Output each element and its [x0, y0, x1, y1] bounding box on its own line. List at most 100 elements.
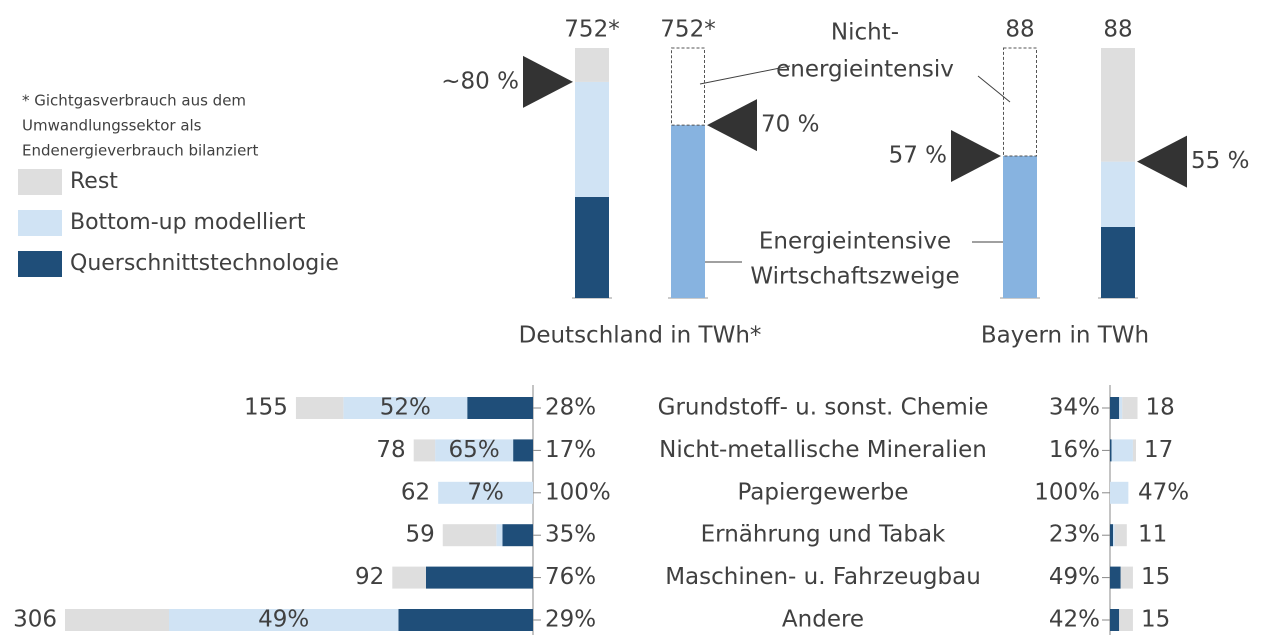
legend-label: Rest [70, 169, 118, 194]
share-label: 49% [1049, 564, 1100, 590]
bar-segment [1114, 524, 1127, 547]
total-label: 752* [660, 17, 715, 43]
total-label: 15 [1141, 564, 1170, 590]
footnote: * Gichtgasverbrauch aus dem [22, 92, 246, 110]
annotation: Energieintensive [759, 229, 951, 255]
share-label: 100% [545, 479, 611, 505]
bar-segment [65, 609, 169, 631]
annotation: Wirtschaftszweige [750, 264, 959, 290]
bar-segment [392, 566, 426, 589]
share-label: 42% [1049, 607, 1100, 633]
bar-segment [1119, 397, 1123, 419]
total-label: 11 [1138, 522, 1167, 548]
annotation: Nicht- [831, 20, 899, 46]
share-arrow [707, 99, 757, 152]
bar-segment [1110, 397, 1120, 419]
share-label: ~80 % [441, 68, 519, 94]
bar-segment [398, 609, 533, 631]
share-label: 100% [1034, 479, 1100, 505]
bar-segment [1101, 161, 1135, 227]
bar-segment [438, 481, 533, 504]
share-label: 52% [380, 395, 431, 421]
bar-segment [467, 397, 533, 419]
total-label: 306 [13, 607, 57, 633]
bar-segment [1101, 48, 1135, 162]
total-label: 62 [401, 479, 430, 505]
bar-segment [1110, 439, 1112, 462]
bar-segment [1119, 609, 1133, 631]
share-label: 16% [1049, 437, 1100, 463]
total-label: 59 [405, 522, 434, 548]
total-label: 88 [1103, 17, 1132, 43]
legend-swatch [18, 169, 62, 195]
bar-segment [496, 524, 503, 547]
share-label: 55 % [1191, 148, 1249, 174]
share-arrow [523, 55, 573, 108]
total-label: 78 [376, 437, 405, 463]
share-label: 65% [449, 437, 500, 463]
share-label: 34% [1049, 395, 1100, 421]
bar-segment [442, 524, 497, 547]
legend-swatch [18, 251, 62, 277]
footnote: Endenergieverbrauch bilanziert [22, 142, 258, 160]
bar-segment [343, 397, 468, 419]
legend-label: Bottom-up modelliert [70, 210, 306, 235]
share-label: 23% [1049, 522, 1100, 548]
share-arrow [951, 129, 1001, 182]
legend-swatch [18, 210, 62, 236]
total-label: 88 [1005, 17, 1034, 43]
total-label: 47% [1138, 479, 1189, 505]
share-label: 28% [545, 395, 596, 421]
bar-segment [435, 439, 514, 462]
total-label: 752* [564, 17, 619, 43]
bar-segment [1110, 609, 1120, 631]
share-label: 70 % [761, 112, 819, 138]
bar-segment [1111, 439, 1133, 462]
bar-segment [575, 81, 609, 197]
share-label: 57 % [889, 142, 947, 168]
bar-segment [502, 524, 533, 547]
share-label: 76% [545, 564, 596, 590]
sector-label: Nicht-metallische Mineralien [659, 437, 987, 463]
share-label: 49% [258, 607, 309, 633]
bar-segment [1122, 397, 1138, 419]
sector-label: Maschinen- u. Fahrzeugbau [665, 564, 981, 590]
legend-label: Querschnittstechnologie [70, 251, 339, 276]
total-label: 17 [1144, 437, 1173, 463]
share-label: 7% [467, 479, 504, 505]
bar-segment [1110, 524, 1114, 547]
bar-segment [413, 439, 436, 462]
bar-segment [671, 47, 705, 126]
annotations: Nicht- energieintensiv Energieintensive … [695, 20, 1011, 290]
footnote: Umwandlungssektor als [22, 117, 202, 135]
sector-label: Andere [782, 607, 864, 633]
annotation: energieintensiv [776, 57, 954, 83]
share-label: 17% [545, 437, 596, 463]
bar-segment [1113, 524, 1115, 547]
leader-line [699, 65, 791, 85]
sector-label: Papiergewerbe [737, 479, 908, 505]
bar-segment [575, 196, 609, 298]
share-label: 35% [545, 522, 596, 548]
share-arrow [1137, 135, 1187, 188]
total-label: 18 [1146, 395, 1175, 421]
sector-label: Ernährung und Tabak [701, 522, 946, 548]
sector-label: Grundstoff- u. sonst. Chemie [658, 395, 989, 421]
share-label: 29% [545, 607, 596, 633]
panel-title: Bayern in TWh [981, 323, 1149, 349]
bar-segment [513, 439, 533, 462]
bar-segment [1101, 226, 1135, 298]
bar-segment [169, 609, 399, 631]
bar-segment [295, 397, 344, 419]
bar-segment [575, 48, 609, 82]
panel-title: Deutschland in TWh* [519, 323, 762, 349]
bar-segment [671, 125, 705, 299]
total-label: 155 [244, 395, 288, 421]
total-label: 15 [1141, 607, 1170, 633]
bar-segment [1003, 47, 1037, 157]
leader-line [977, 75, 1011, 103]
bar-segment [1132, 439, 1136, 462]
bar-segment [1110, 481, 1129, 504]
bar-segment [1120, 566, 1133, 589]
